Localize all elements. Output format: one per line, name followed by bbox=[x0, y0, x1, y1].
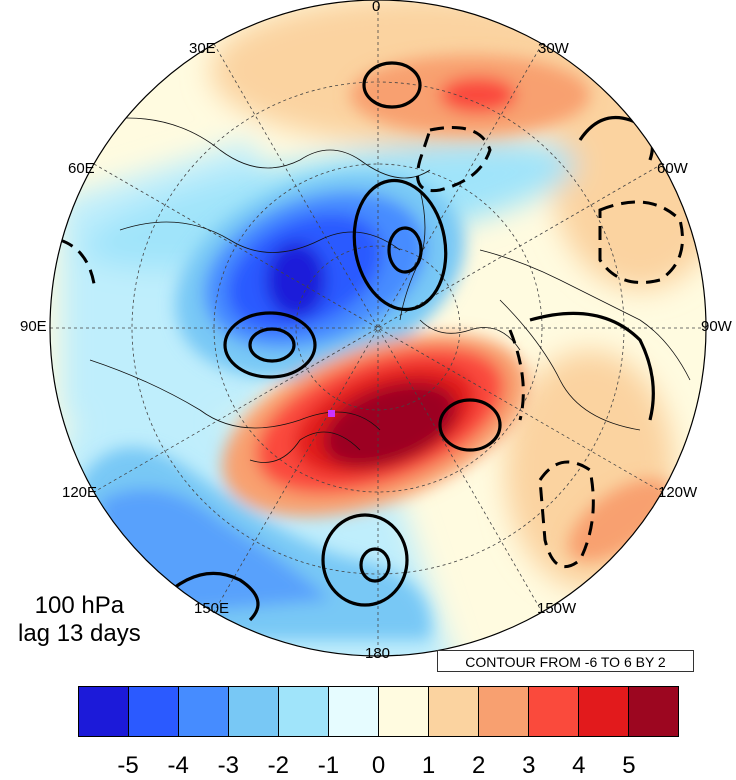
colorbar-box bbox=[129, 687, 179, 736]
colorbar-tick-label: 1 bbox=[421, 752, 436, 779]
colorbar-box bbox=[329, 687, 379, 736]
point-marker bbox=[328, 410, 335, 417]
colorbar-box bbox=[179, 687, 229, 736]
lon-label-30e: 30E bbox=[189, 40, 216, 57]
lon-label-0: 0 bbox=[372, 0, 381, 15]
contour-note: CONTOUR FROM -6 TO 6 BY 2 bbox=[437, 650, 694, 672]
shaded-field bbox=[50, 0, 706, 656]
colorbar-tick-label: 2 bbox=[471, 752, 486, 779]
lon-label-180: 180 bbox=[365, 645, 391, 662]
colorbar-box bbox=[629, 687, 678, 736]
map-boundary bbox=[49, 0, 707, 657]
colorbar bbox=[78, 686, 679, 737]
pressure-level: 100 hPa bbox=[34, 592, 125, 619]
lon-label-30w: 30W bbox=[538, 40, 569, 57]
colorbar-box bbox=[279, 687, 329, 736]
colorbar-box bbox=[529, 687, 579, 736]
colorbar-box bbox=[79, 687, 129, 736]
lon-label-120e: 120E bbox=[62, 484, 98, 501]
colorbar-tick-label: 3 bbox=[522, 752, 536, 779]
colorbar-tick-label: 5 bbox=[622, 752, 636, 779]
graticule bbox=[50, 0, 706, 656]
colorbar-box bbox=[579, 687, 629, 736]
lag-label: lag 13 days bbox=[18, 620, 141, 647]
colorbar-tick-label: -4 bbox=[167, 752, 189, 779]
lon-label-150e: 150E bbox=[194, 600, 230, 617]
colorbar-tick-label: -3 bbox=[217, 752, 239, 779]
level-title: 100 hPa lag 13 days bbox=[18, 592, 141, 648]
lon-label-150w: 150W bbox=[537, 600, 577, 617]
colorbar-box bbox=[229, 687, 279, 736]
colorbar-box bbox=[429, 687, 479, 736]
colorbar-tick-label: 4 bbox=[572, 752, 586, 779]
lon-label-120w: 120W bbox=[658, 484, 698, 501]
colorbar-tick-label: -2 bbox=[267, 752, 289, 779]
colorbar-box bbox=[479, 687, 529, 736]
negative-contours bbox=[59, 126, 684, 569]
colorbar-tick-label: 0 bbox=[371, 752, 386, 779]
positive-contours bbox=[158, 61, 655, 622]
coastlines bbox=[89, 117, 691, 463]
colorbar-box bbox=[379, 687, 429, 736]
lon-label-60w: 60W bbox=[657, 160, 688, 177]
lon-label-90e: 90E bbox=[20, 318, 47, 335]
colorbar-tick-label: -5 bbox=[117, 752, 139, 779]
lon-label-90w: 90W bbox=[701, 318, 732, 335]
lon-label-60e: 60E bbox=[68, 160, 95, 177]
colorbar-tick-label: -1 bbox=[317, 752, 340, 779]
